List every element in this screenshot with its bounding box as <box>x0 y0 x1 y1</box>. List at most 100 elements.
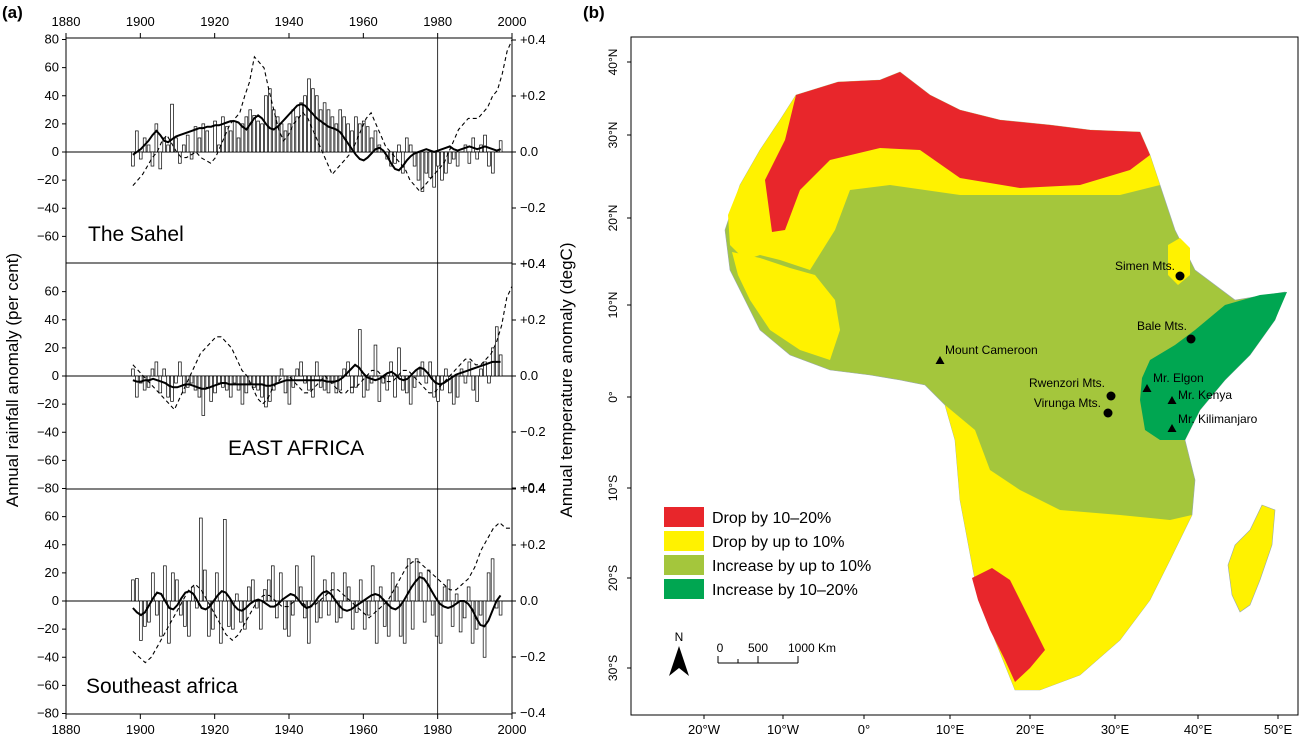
rainfall-bar <box>326 375 331 394</box>
rainfall-panels: 80 60 40 20 0 −20 −40 −60 +0.4 +0.2 0.0 −0.2 −0.4 The… <box>37 32 546 721</box>
rainfall-bar <box>201 123 206 153</box>
rainfall-bar <box>434 600 439 637</box>
rainfall-bar <box>279 368 284 377</box>
temp-tick-label: −0.2 <box>520 424 546 439</box>
y-tick-label: −40 <box>37 649 59 664</box>
rainfall-bar <box>436 375 440 402</box>
rainfall-bar <box>256 375 260 391</box>
rainfall-bar <box>138 151 143 160</box>
rainfall-bar <box>315 95 319 153</box>
y-tick-label: 20 <box>45 340 59 355</box>
rainfall-bar <box>205 375 209 388</box>
place-label: Virunga Mts. <box>1034 396 1101 410</box>
x-tick-label-bottom: 1920 <box>200 722 229 737</box>
legend-label: Increase by up to 10% <box>712 558 871 575</box>
rainfall-bar <box>446 579 451 602</box>
rainfall-bar <box>243 600 247 630</box>
rainfall-bar <box>358 579 363 602</box>
temp-tick-label: −0.4 <box>520 256 546 271</box>
rainfall-bar <box>268 375 272 402</box>
rainfall-bar <box>135 578 139 602</box>
rainfall-bar <box>252 375 256 388</box>
rainfall-bar <box>217 144 221 153</box>
rainfall-bar <box>162 368 166 377</box>
rainfall-bar <box>252 115 256 153</box>
rainfall-bar <box>432 375 436 398</box>
rainfall-bar <box>471 375 476 391</box>
temperature-line <box>132 286 513 411</box>
x-tick-label-top: 1940 <box>275 14 304 29</box>
rainfall-bar <box>147 600 151 623</box>
rainfall-bar <box>271 375 276 391</box>
legend-label: Increase by 10–20% <box>712 582 858 599</box>
temp-tick-label: +0.4 <box>520 32 546 47</box>
madagascar <box>1227 504 1276 613</box>
temp-tick-label: +0.4 <box>520 256 546 271</box>
rainfall-bar <box>444 368 448 377</box>
rainfall-bar <box>458 600 463 633</box>
rainfall-bar <box>393 151 397 164</box>
rainfall-bar <box>373 130 378 153</box>
rainfall-bar <box>307 78 311 153</box>
rainfall-bar <box>207 600 211 637</box>
lon-tick-label: 50°E <box>1264 722 1293 737</box>
rainfall-bar <box>228 130 233 153</box>
y-tick-label: 20 <box>45 565 59 580</box>
rainfall-bar <box>135 375 139 398</box>
rainfall-bar <box>466 586 471 602</box>
rainfall-bar <box>451 375 456 405</box>
rainfall-bar <box>225 126 229 153</box>
lon-tick-label: 10°W <box>767 722 800 737</box>
rainfall-bar <box>455 375 460 398</box>
rainfall-bar <box>430 600 435 616</box>
rainfall-bar <box>203 569 207 602</box>
y-tick-label: −60 <box>37 452 59 467</box>
rainfall-bar <box>487 151 491 167</box>
rainfall-bar <box>271 109 276 153</box>
rainfall-bar <box>361 120 366 153</box>
rainfall-bar <box>318 375 323 388</box>
lat-tick-label: 30°S <box>606 655 620 681</box>
scale-label-500: 500 <box>748 641 768 655</box>
rainfall-bar <box>451 151 456 160</box>
temp-tick-label: +0.2 <box>520 88 546 103</box>
y-tick-label: 0 <box>52 368 59 383</box>
rainfall-bar <box>408 375 413 405</box>
temperature-line <box>132 39 513 193</box>
rainfall-bar <box>342 116 346 153</box>
mountain-triangle-icon <box>1142 384 1152 392</box>
rainfall-bar <box>178 361 182 377</box>
rainfall-bar <box>197 137 202 153</box>
rainfall-bar <box>307 375 311 391</box>
rainfall-bar <box>378 586 383 602</box>
panel-a-label: (a) <box>2 3 23 22</box>
rainfall-bar <box>279 572 283 602</box>
rainfall-bar <box>346 361 350 377</box>
x-tick-label-top: 1900 <box>126 14 155 29</box>
panel-title: Southeast africa <box>86 675 238 698</box>
rainfall-bar <box>223 519 227 602</box>
rainfall-bar <box>299 361 303 377</box>
rainfall-bar <box>374 600 379 644</box>
rainfall-bar <box>373 344 378 377</box>
panel-title: The Sahel <box>88 223 184 246</box>
rainfall-bar <box>398 600 403 637</box>
rainfall-bar <box>420 151 425 192</box>
panel-0: 80 60 40 20 0 −20 −40 −60 +0.4 +0.2 0.0 −0.2 −0.4 The… <box>37 32 546 272</box>
lat-tick-label: 10°S <box>606 475 620 501</box>
rainfall-bar <box>365 126 370 153</box>
rainfall-bar <box>150 151 155 167</box>
rainfall-bar <box>422 600 427 623</box>
rainfall-bar <box>201 375 206 416</box>
mountain-dot-icon <box>1103 408 1113 418</box>
legend-label: Drop by 10–20% <box>712 510 831 527</box>
place-label: Simen Mts. <box>1115 259 1175 273</box>
rainfall-bar <box>358 123 362 153</box>
rainfall-bar <box>498 354 503 377</box>
rainfall-bar <box>365 375 370 391</box>
rainfall-bar <box>306 600 311 644</box>
rainfall-bar <box>215 572 219 602</box>
rainfall-bar <box>310 555 315 602</box>
top-x-axis: 1880 1900 1920 1940 1960 1980 2000 <box>52 14 526 38</box>
